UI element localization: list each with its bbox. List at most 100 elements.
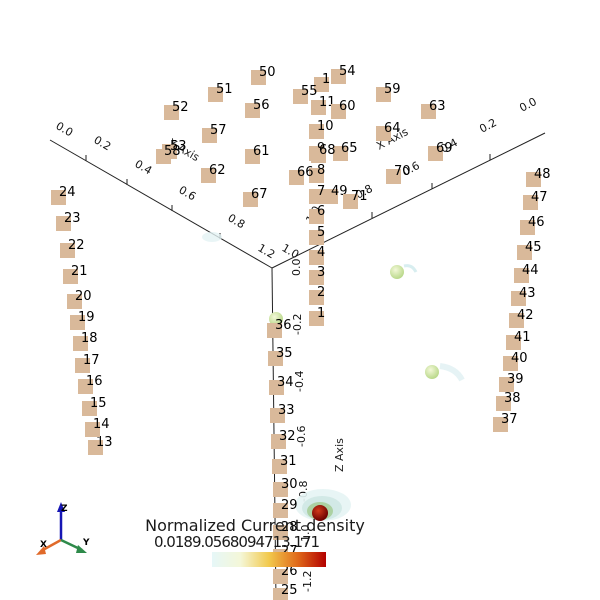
electrode-marker (309, 311, 324, 326)
electrode-marker (376, 87, 391, 102)
electrode-marker (311, 148, 326, 163)
electrode-label: 38 (504, 391, 521, 406)
sphere-marker (269, 312, 283, 326)
electrode-marker (73, 336, 88, 351)
electrode-3: 3 (309, 265, 325, 285)
electrode-marker (493, 417, 508, 432)
electrode-15: 15 (82, 396, 107, 416)
color-bar (212, 552, 326, 567)
electrode-65: 65 (333, 141, 358, 161)
electrode-marker (523, 195, 538, 210)
electrode-label: 44 (522, 263, 539, 278)
electrode-label: 33 (278, 403, 295, 418)
electrode-19: 19 (70, 310, 95, 330)
electrode-marker (245, 103, 260, 118)
electrode-10: 10 (309, 119, 334, 139)
electrode-label: 32 (279, 429, 296, 444)
electrode-label: 10 (317, 119, 334, 134)
electrode-marker (273, 503, 288, 518)
electrode-58: 58 (156, 144, 181, 164)
electrode-label: 3 (317, 265, 325, 280)
electrode-marker (251, 70, 266, 85)
electrode-55: 55 (293, 84, 318, 104)
electrode-label: 69 (436, 141, 453, 156)
electrode-label: 50 (259, 65, 276, 80)
electrode-50: 50 (251, 65, 276, 85)
electrode-26: 26 (273, 564, 298, 584)
electrode-44: 44 (514, 263, 539, 283)
electrode-marker (202, 128, 217, 143)
electrode-label: 23 (64, 211, 81, 226)
electrode-label: 56 (253, 98, 270, 113)
electrode-label: 48 (534, 167, 551, 182)
electrode-24: 24 (51, 185, 76, 205)
electrode-marker (323, 189, 338, 204)
electrode-marker (309, 168, 324, 183)
electrode-54: 54 (331, 64, 356, 84)
electrode-label: 57 (210, 123, 227, 138)
electrode-marker (314, 77, 329, 92)
electrode-label: 63 (429, 99, 446, 114)
electrode-marker (309, 270, 324, 285)
electrode-marker (309, 290, 324, 305)
y-tick: 0.4 (133, 157, 155, 177)
electrode-marker (60, 243, 75, 258)
electrode-marker (333, 146, 348, 161)
electrode-label: 71 (351, 189, 368, 204)
electrode-marker (75, 358, 90, 373)
electrode-label: 58 (164, 144, 181, 159)
electrode-marker (243, 192, 258, 207)
electrode-59: 59 (376, 82, 401, 102)
electrode-61: 61 (245, 144, 270, 164)
electrode-marker (268, 351, 283, 366)
electrode-label: 66 (297, 165, 314, 180)
x-tick: 0.2 (477, 116, 499, 136)
electrode-label: 6 (317, 204, 325, 219)
electrode-41: 41 (506, 330, 531, 350)
electrode-marker (496, 396, 511, 411)
electrode-label: 28 (281, 520, 298, 535)
electrode-label: 39 (507, 372, 524, 387)
electrode-label: 31 (280, 454, 297, 469)
electrode-16: 16 (78, 374, 103, 394)
electrode-marker (309, 250, 324, 265)
electrode-label: 18 (81, 331, 98, 346)
iso-surface-blob (202, 232, 222, 242)
electrode-marker (520, 220, 535, 235)
electrode-marker (289, 170, 304, 185)
electrode-21: 21 (63, 264, 88, 284)
electrode-marker (273, 569, 288, 584)
electrode-6: 6 (309, 204, 325, 224)
electrode-7: 7 (309, 184, 325, 204)
electrode-label: 53 (170, 139, 187, 154)
electrode-marker (511, 291, 526, 306)
electrode-label: 22 (68, 238, 85, 253)
electrode-label: 68 (319, 143, 336, 158)
electrode-marker (67, 294, 82, 309)
electrode-marker (273, 588, 288, 600)
electrode-label: 59 (384, 82, 401, 97)
electrode-marker (526, 172, 541, 187)
electrode-1: 1 (309, 306, 325, 326)
z-tick: -0.2 (291, 314, 304, 335)
electrode-57: 57 (202, 123, 227, 143)
electrode-label: 5 (317, 225, 325, 240)
electrode-29: 29 (273, 498, 298, 518)
electrode-71: 71 (343, 189, 368, 209)
y-tick: 0.6 (177, 183, 199, 203)
electrode-13: 13 (88, 435, 113, 455)
electrode-marker (293, 89, 308, 104)
electrode-label: 41 (514, 330, 531, 345)
electrode-marker (63, 269, 78, 284)
electrode-marker (499, 377, 514, 392)
electrode-67: 67 (243, 187, 268, 207)
electrode-label: 8 (317, 163, 325, 178)
electrode-marker (70, 315, 85, 330)
electrode-marker (270, 408, 285, 423)
y-tick: 0.8 (226, 211, 248, 231)
electrode-20: 20 (67, 289, 92, 309)
electrode-label: 67 (251, 187, 268, 202)
sphere-marker (425, 365, 439, 379)
electrode-35: 35 (268, 346, 293, 366)
